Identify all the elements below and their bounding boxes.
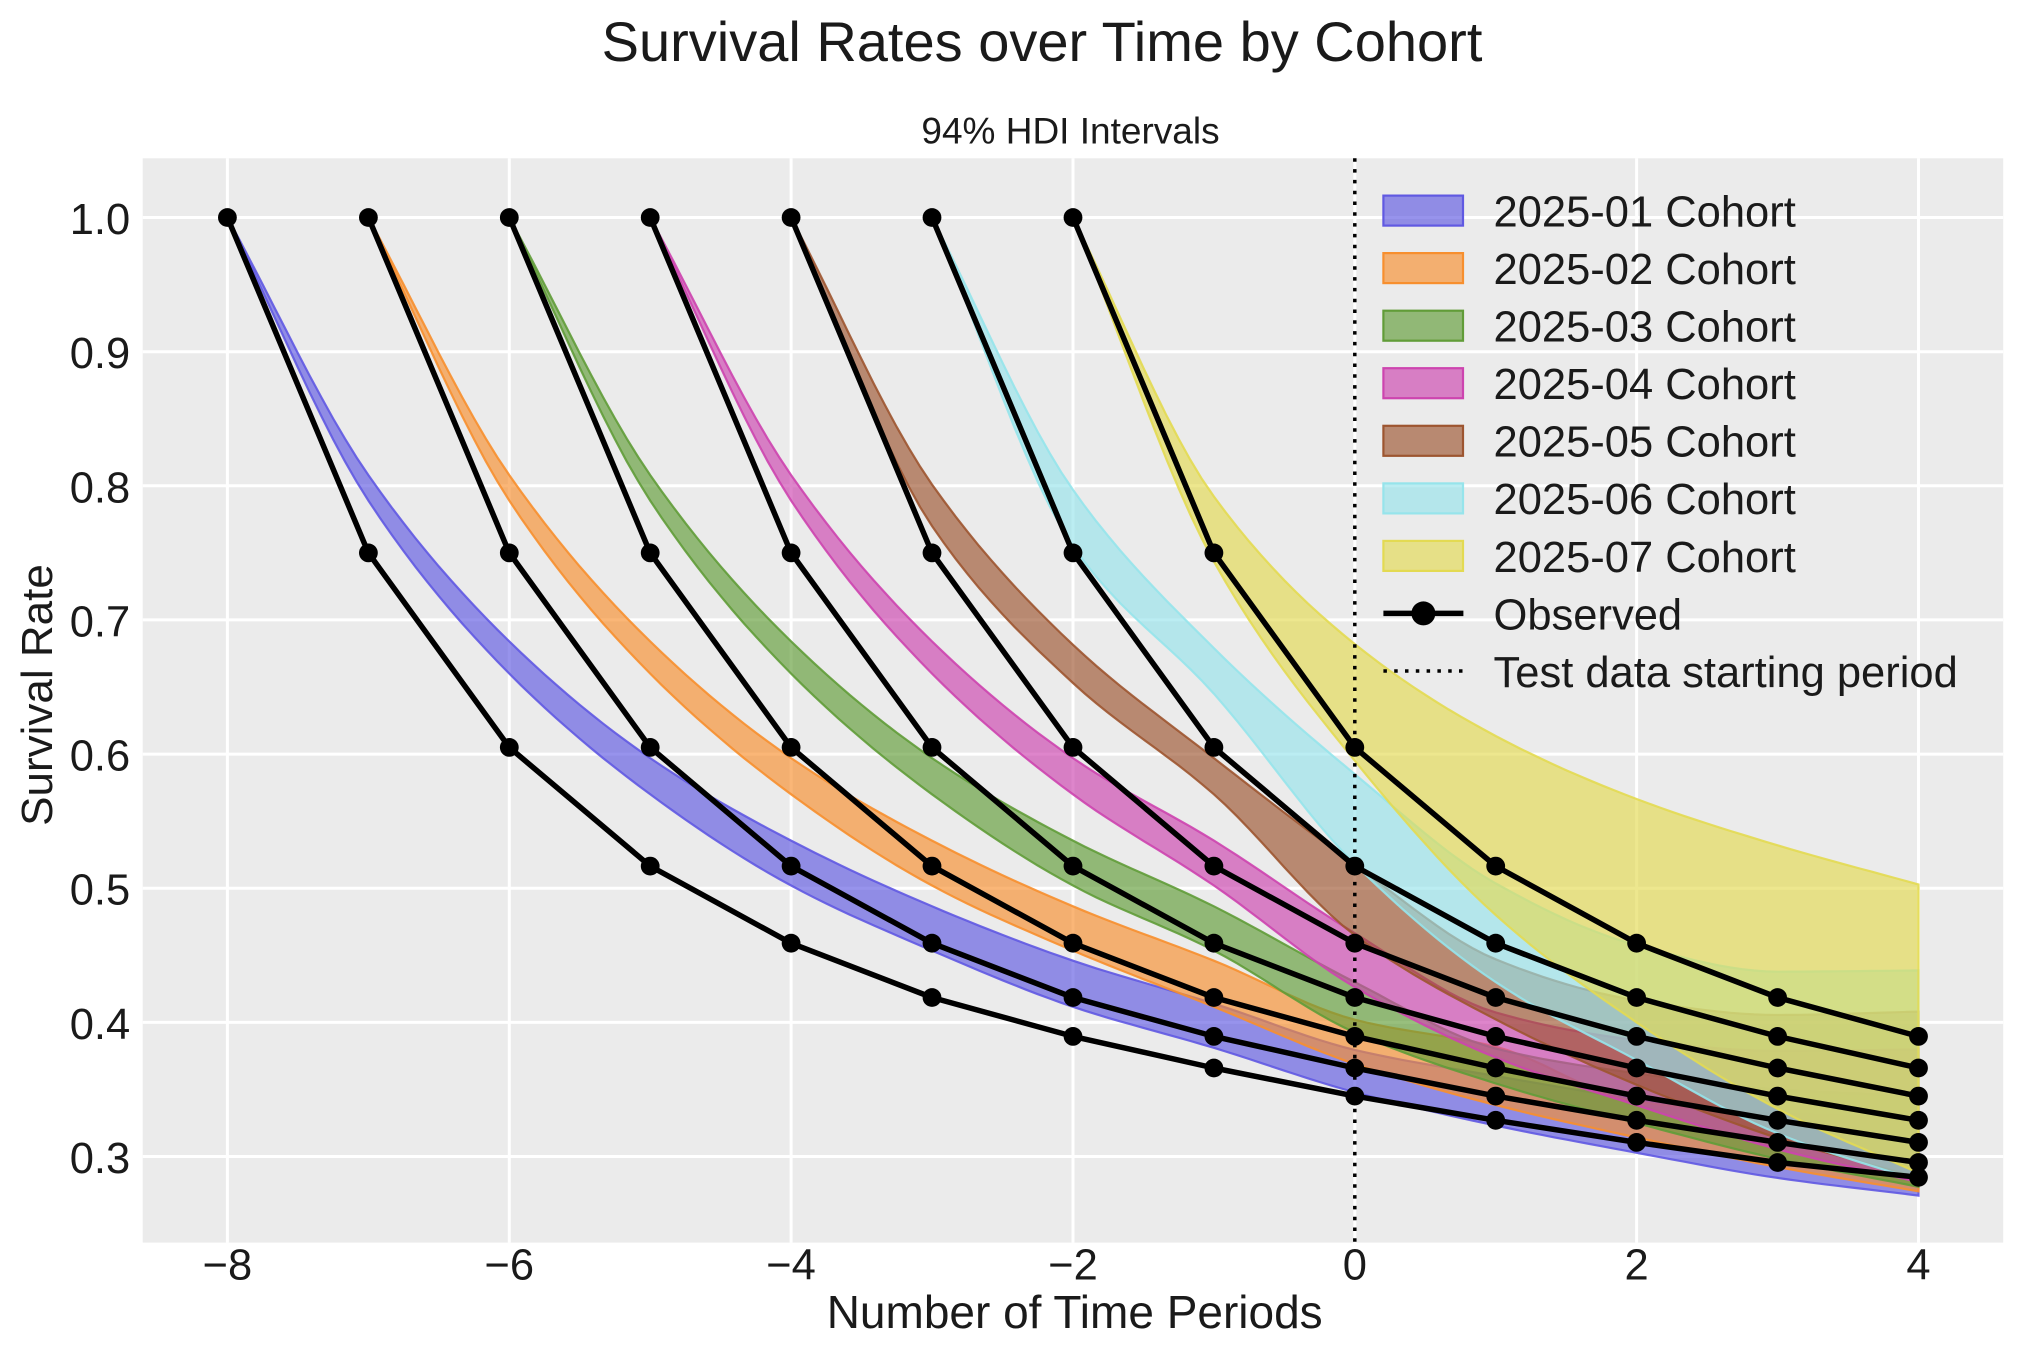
svg-text:Number of Time Periods: Number of Time Periods — [827, 1286, 1323, 1338]
svg-text:−4: −4 — [766, 1242, 816, 1290]
svg-text:0.8: 0.8 — [70, 464, 130, 512]
svg-text:94% HDI Intervals: 94% HDI Intervals — [921, 111, 1219, 152]
svg-text:Test data starting period: Test data starting period — [1494, 649, 1958, 697]
svg-text:2025-05 Cohort: 2025-05 Cohort — [1494, 419, 1796, 467]
svg-text:0.9: 0.9 — [70, 330, 130, 378]
svg-text:1.0: 1.0 — [70, 196, 130, 244]
svg-text:2025-06 Cohort: 2025-06 Cohort — [1494, 476, 1796, 524]
svg-text:2025-01 Cohort: 2025-01 Cohort — [1494, 189, 1796, 237]
svg-text:2025-03 Cohort: 2025-03 Cohort — [1494, 304, 1796, 352]
svg-text:2025-04 Cohort: 2025-04 Cohort — [1494, 361, 1796, 409]
svg-text:0.7: 0.7 — [70, 598, 130, 646]
svg-text:4: 4 — [1906, 1242, 1930, 1290]
svg-text:0.3: 0.3 — [70, 1135, 130, 1183]
svg-text:0.6: 0.6 — [70, 733, 130, 781]
svg-text:0: 0 — [1343, 1242, 1367, 1290]
svg-text:0.5: 0.5 — [70, 867, 130, 915]
svg-text:0.4: 0.4 — [70, 1001, 130, 1049]
svg-text:−2: −2 — [1048, 1242, 1098, 1290]
svg-text:Observed: Observed — [1494, 591, 1683, 639]
svg-text:2025-02 Cohort: 2025-02 Cohort — [1494, 246, 1796, 294]
svg-text:2025-07 Cohort: 2025-07 Cohort — [1494, 534, 1796, 582]
svg-text:2: 2 — [1624, 1242, 1648, 1290]
svg-text:−8: −8 — [203, 1242, 253, 1290]
svg-text:Survival Rate: Survival Rate — [13, 564, 62, 826]
svg-text:Survival Rates over Time by Co: Survival Rates over Time by Cohort — [602, 10, 1483, 73]
svg-text:−6: −6 — [484, 1242, 534, 1290]
